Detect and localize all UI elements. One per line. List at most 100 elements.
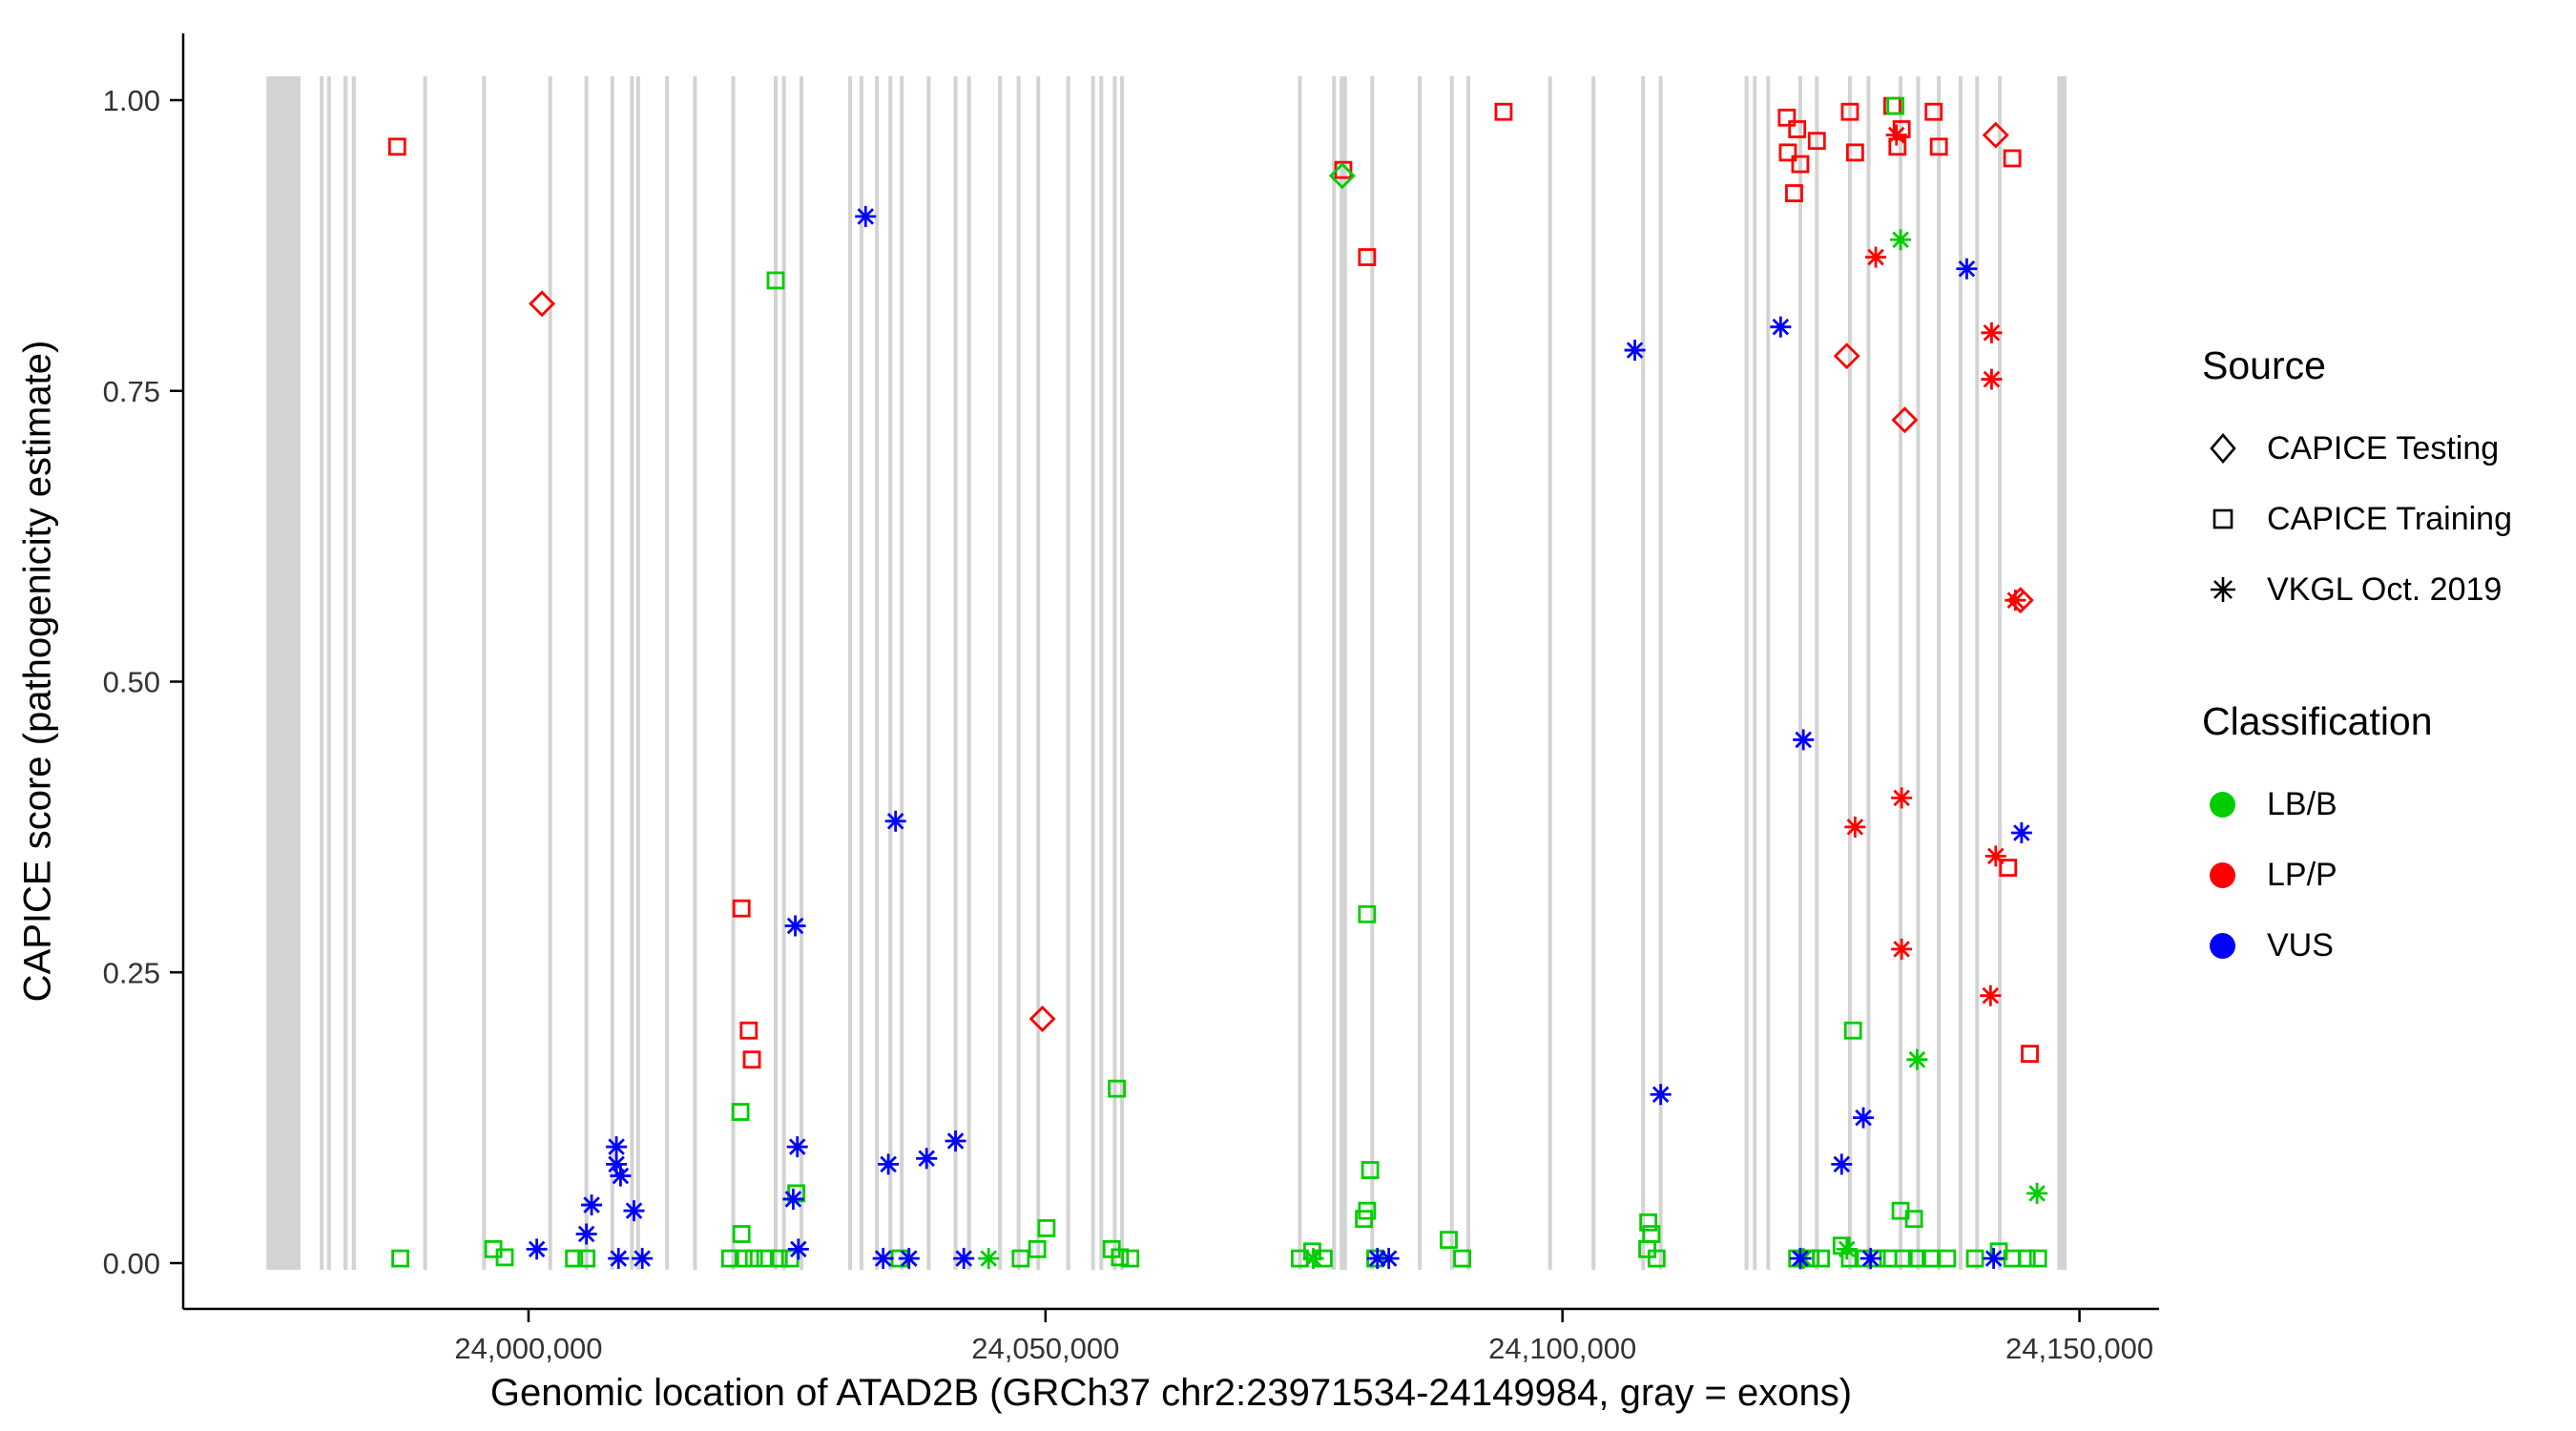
data-point — [1894, 1249, 1913, 1268]
data-point — [1929, 137, 1948, 156]
data-point — [1358, 248, 1377, 266]
legend-item-label: LB/B — [2267, 785, 2337, 822]
exon-bar — [1449, 76, 1454, 1270]
data-point — [1328, 162, 1356, 190]
legend: Source CAPICE Testing CAPICE Training — [2202, 343, 2576, 981]
exon-bar — [1753, 76, 1757, 1270]
legend-gap — [2202, 625, 2576, 699]
data-point — [1853, 1107, 1875, 1129]
data-point — [1833, 342, 1860, 370]
exon-bar — [423, 76, 427, 1270]
data-point — [1938, 1249, 1957, 1268]
exon-bar — [1916, 76, 1921, 1270]
vus-color-dot-icon — [2210, 932, 2235, 959]
data-point — [1836, 1238, 1858, 1260]
data-point — [1770, 316, 1792, 338]
y-tick-label: 0.25 — [103, 956, 160, 989]
data-point — [1982, 121, 2009, 149]
legend-item-capice-testing: CAPICE Testing — [2202, 413, 2576, 484]
data-point — [855, 205, 877, 227]
data-point — [744, 1249, 763, 1268]
legend-item-label: VKGL Oct. 2019 — [2267, 570, 2503, 608]
data-point — [784, 915, 806, 937]
data-point — [1812, 1249, 1831, 1268]
data-point — [1108, 1079, 1127, 1098]
exon-bar — [343, 76, 348, 1270]
legend-item-vkgl: VKGL Oct. 2019 — [2202, 554, 2576, 625]
data-point — [1892, 120, 1911, 138]
exon-bar — [1591, 76, 1596, 1270]
data-point — [2021, 1045, 2039, 1063]
data-point — [1361, 1161, 1380, 1179]
exon-bar — [1370, 76, 1375, 1270]
y-tick-label: 1.00 — [103, 84, 160, 117]
data-point — [1865, 246, 1887, 268]
legend-source-title: Source — [2202, 343, 2326, 387]
lbb-color-dot-icon — [2210, 791, 2235, 818]
data-point — [1859, 1248, 1881, 1270]
data-point — [1999, 859, 2018, 877]
data-point — [606, 1153, 628, 1175]
exon-bar — [1937, 76, 1942, 1270]
exon-bar — [665, 76, 670, 1270]
x-tick-label: 24,000,000 — [454, 1332, 602, 1365]
exon-bar — [1466, 76, 1471, 1270]
data-point — [1778, 143, 1797, 162]
y-tick-label: 0.00 — [103, 1247, 160, 1280]
data-point — [1981, 368, 2003, 390]
asterisk-marker-icon — [2211, 577, 2235, 602]
exon-bar — [1332, 76, 1337, 1270]
data-point — [1788, 120, 1807, 138]
exon-bar — [351, 76, 356, 1270]
data-point — [581, 1194, 603, 1216]
data-point — [1785, 184, 1803, 202]
data-point — [1891, 938, 1913, 960]
lpp-color-dot-icon — [2210, 861, 2235, 888]
data-point — [529, 290, 556, 318]
data-point — [1840, 102, 1859, 121]
exon-bar — [998, 76, 1003, 1270]
data-point — [766, 271, 785, 290]
exon-bar — [548, 76, 552, 1270]
exon-bar — [1899, 76, 1903, 1270]
data-point — [1314, 1249, 1333, 1268]
data-point — [632, 1248, 654, 1270]
data-point — [739, 1021, 758, 1040]
data-point — [1844, 816, 1866, 838]
legend-item-label: CAPICE Testing — [2267, 429, 2500, 467]
x-tick-label: 24,150,000 — [2005, 1332, 2153, 1365]
data-point — [1906, 1048, 1928, 1070]
exon-bar — [848, 76, 853, 1270]
data-point — [610, 1165, 632, 1187]
data-point — [720, 1249, 739, 1268]
exon-bar — [1298, 76, 1302, 1270]
data-point — [1624, 340, 1646, 362]
data-point — [782, 1188, 804, 1210]
data-point — [945, 1130, 966, 1152]
data-point — [1440, 1231, 1458, 1250]
exon-bar — [326, 76, 331, 1270]
exon-bar — [953, 76, 958, 1270]
x-tick-label: 24,050,000 — [971, 1332, 1119, 1365]
exon-bar — [2057, 76, 2067, 1270]
y-tick-label: 0.75 — [103, 375, 160, 408]
data-point — [577, 1249, 596, 1268]
exon-bar — [1797, 76, 1802, 1270]
exon-bar — [926, 76, 931, 1270]
exon-bar — [1815, 76, 1819, 1270]
exon-bar — [966, 76, 971, 1270]
exon-bar — [773, 76, 778, 1270]
data-point — [1840, 1249, 1859, 1268]
data-point — [1908, 1249, 1926, 1268]
exon-bar — [859, 76, 863, 1270]
exon-bar — [1658, 76, 1663, 1270]
data-point — [734, 1249, 753, 1268]
data-point — [1494, 102, 1513, 121]
data-point — [2028, 1249, 2047, 1268]
data-point — [1956, 258, 1978, 280]
data-point — [1891, 787, 1913, 809]
data-point — [1924, 102, 1943, 121]
data-point — [1639, 1213, 1658, 1232]
exon-bar — [1016, 76, 1021, 1270]
